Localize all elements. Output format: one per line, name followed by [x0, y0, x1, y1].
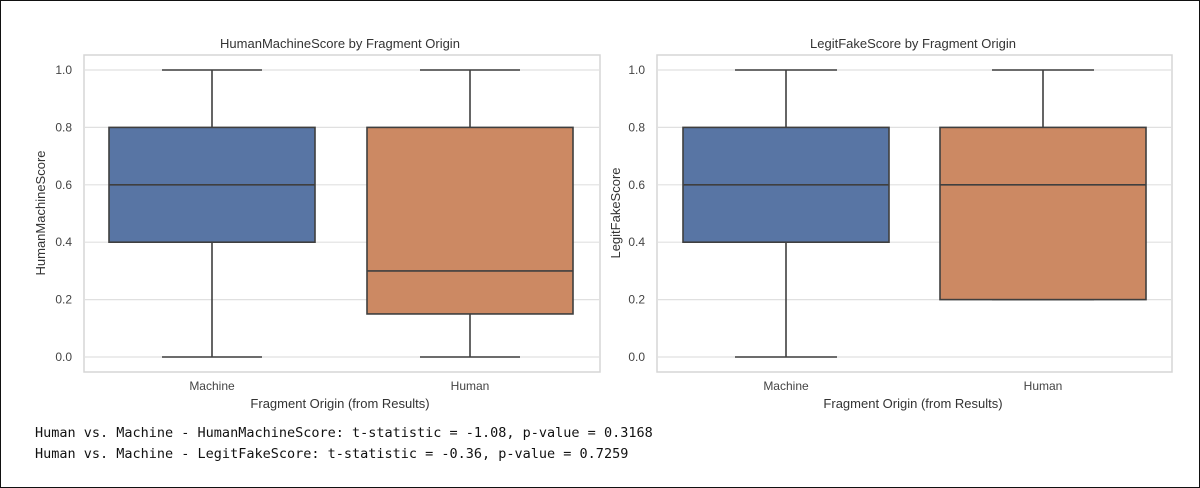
y-axis-label: HumanMachineScore — [33, 150, 48, 275]
chart-title: HumanMachineScore by Fragment Origin — [220, 36, 460, 51]
chart-title: LegitFakeScore by Fragment Origin — [810, 36, 1016, 51]
x-tick-label: Human — [451, 379, 490, 393]
y-tick-label: 0.0 — [628, 350, 645, 364]
y-tick-label: 0.2 — [628, 293, 645, 307]
ttest-output-line-1: Human vs. Machine - HumanMachineScore: t… — [35, 425, 653, 441]
x-axis-label: Fragment Origin (from Results) — [823, 396, 1002, 411]
y-tick-label: 0.0 — [55, 350, 72, 364]
y-tick-label: 0.4 — [55, 235, 72, 249]
y-tick-label: 0.4 — [628, 235, 645, 249]
box-human — [366, 126, 574, 315]
y-tick-label: 0.8 — [628, 120, 645, 134]
x-tick-label: Human — [1024, 379, 1063, 393]
y-tick-label: 0.2 — [55, 293, 72, 307]
y-axis-label: LegitFakeScore — [608, 167, 623, 258]
y-tick-label: 0.6 — [628, 178, 645, 192]
y-tick-label: 1.0 — [628, 63, 645, 77]
box-human — [939, 126, 1147, 301]
x-tick-label: Machine — [189, 379, 235, 393]
y-tick-label: 0.8 — [55, 120, 72, 134]
ttest-output-line-2: Human vs. Machine - LegitFakeScore: t-st… — [35, 446, 629, 462]
y-tick-label: 1.0 — [55, 63, 72, 77]
x-axis-label: Fragment Origin (from Results) — [250, 396, 429, 411]
y-tick-label: 0.6 — [55, 178, 72, 192]
x-tick-label: Machine — [763, 379, 809, 393]
